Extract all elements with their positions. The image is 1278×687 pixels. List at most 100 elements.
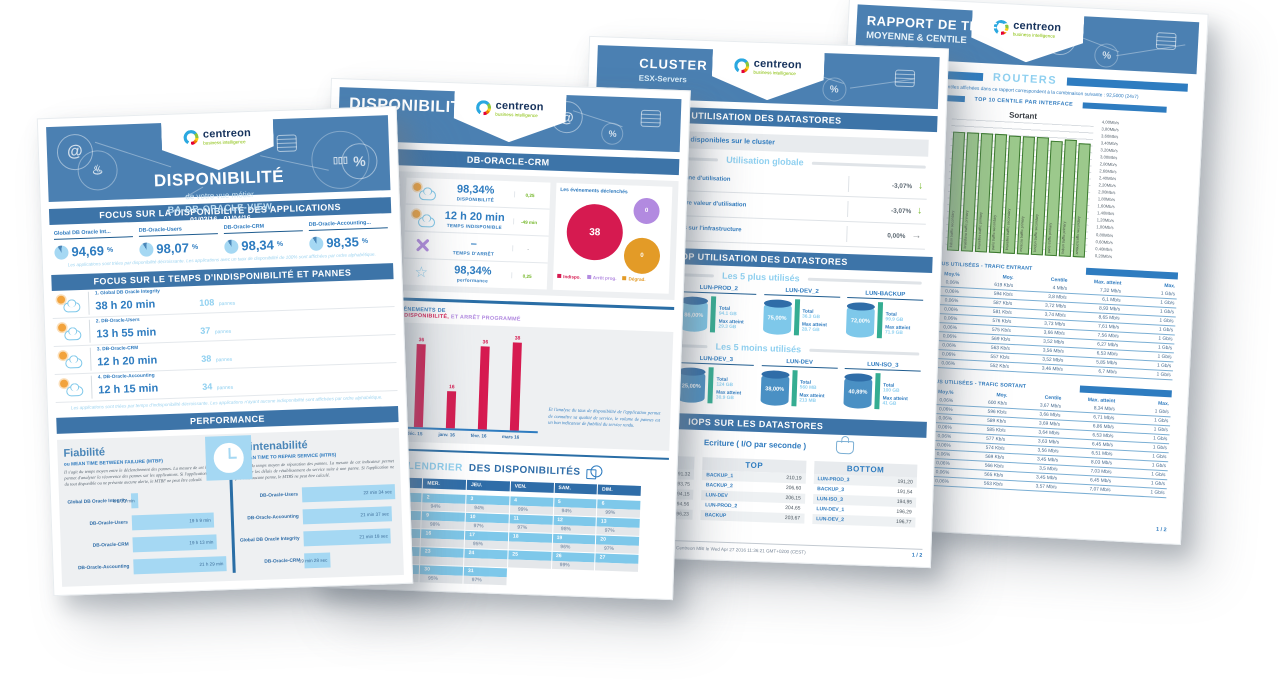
percent-icon: % bbox=[1094, 42, 1120, 69]
percent-sign: % bbox=[361, 238, 369, 246]
page-subtitle: ESX-Servers bbox=[638, 73, 687, 85]
traffic-bar-label: paris traffic primary bbox=[1046, 222, 1053, 253]
calendar-availability: 97% bbox=[596, 526, 640, 536]
downtime-duration: 13 h 55 min bbox=[96, 326, 157, 341]
calendar-cell: 31 97% bbox=[463, 566, 507, 586]
datastore-card: LUN-ISO_3 40,89% Total 100 GB Max attein… bbox=[843, 361, 921, 411]
max-value: 29.3 GB bbox=[718, 325, 737, 331]
app-name: Global DB Oracle Int... bbox=[53, 228, 133, 241]
percent-sign: % bbox=[106, 247, 114, 255]
performance-bar: 21 min 37 sec bbox=[302, 506, 393, 525]
server-icon bbox=[276, 134, 298, 153]
iops-datastore-name: BACKUP_3 bbox=[817, 486, 845, 494]
iops-value: 206,60 bbox=[785, 485, 802, 492]
performance-bar-label: DB-Oracle-Users bbox=[259, 492, 299, 499]
events-bar-fill bbox=[413, 344, 426, 427]
calendar-cell: 17 95% bbox=[464, 530, 509, 550]
calendar-cell: 9 98% bbox=[421, 511, 466, 530]
weather-icon bbox=[412, 182, 437, 201]
datastore-cylinder-icon: 86,00% bbox=[679, 299, 709, 333]
availability-pie-icon bbox=[54, 245, 69, 260]
datastore-card: LUN-PROD_2 86,00% Total 94.1 GB Max atte… bbox=[679, 284, 757, 334]
performance-bar-value: 22 min 34 sec bbox=[363, 489, 393, 496]
percent-icon: % bbox=[601, 122, 624, 146]
iops-value: 194,95 bbox=[896, 498, 913, 506]
y-axis-label: 0,80Mb/s bbox=[1095, 231, 1114, 238]
y-axis-label: 1,60Mb/s bbox=[1097, 203, 1115, 210]
calendar-availability bbox=[464, 557, 508, 568]
server-icon bbox=[640, 109, 662, 128]
avg-value: 563 Kb/s bbox=[983, 481, 1003, 488]
total-value: 36.3 GB bbox=[802, 314, 821, 321]
iops-value: 191,20 bbox=[897, 478, 913, 486]
calendar-clock-icon bbox=[586, 465, 603, 480]
total-value: 94.1 GB bbox=[718, 312, 737, 318]
calendar-availability: 94% bbox=[422, 502, 466, 512]
downtime-duration: 12 h 15 min bbox=[98, 382, 159, 397]
y-axis-label: 0,40Mb/s bbox=[1095, 245, 1113, 252]
events-bar-fill bbox=[477, 346, 490, 430]
max-reached: 7,07 Mb/s bbox=[1089, 486, 1111, 493]
app-name: DB-Oracle-Accounting... bbox=[308, 219, 388, 232]
percentile-value: 3,46 Mb/s bbox=[1041, 366, 1063, 373]
availability-value: 94,69 bbox=[71, 243, 105, 260]
performance-bar-value: 21 min 37 sec bbox=[360, 511, 390, 518]
downtime-bubble: 38 bbox=[565, 203, 624, 262]
calendar-availability: 97% bbox=[465, 521, 509, 532]
brand-tagline: business intelligence bbox=[203, 139, 246, 146]
datastore-name: LUN-BACKUP bbox=[847, 290, 924, 301]
centreon-logo-banner: centreon business intelligence bbox=[161, 118, 275, 172]
traffic-bar-label: london traffic secondary bbox=[1032, 213, 1039, 253]
performance-bar: 19 min 28 sec bbox=[299, 552, 331, 569]
performance-panel: Fiabilité ou MEAN TIME BETWEEN FAILURE (… bbox=[57, 428, 404, 587]
app-value-row: 98,35 % bbox=[309, 233, 388, 251]
weather-icon bbox=[411, 209, 436, 228]
performance-bar-value: 21 min 18 sec bbox=[359, 533, 389, 540]
y-axis-label: 3,60Mb/s bbox=[1101, 133, 1119, 140]
page-title: CLUSTER bbox=[639, 55, 708, 74]
app-availability-tile: DB-Oracle-Users 98,07 % bbox=[138, 225, 219, 257]
performance-bar: 19 h 13 min bbox=[132, 534, 217, 553]
events-bar: 38 bbox=[509, 334, 522, 431]
calendar-availability: 94% bbox=[553, 506, 597, 517]
datastore-card: LUN-DEV_2 75,00% Total 36.3 GB Max attei… bbox=[762, 287, 841, 337]
iops-top-table: TOP BACKUP_1 210,19 BACKUP_2 206,60 LUN-… bbox=[700, 457, 807, 524]
max-value: 28.7 GB bbox=[801, 327, 820, 334]
datastore-card: LUN-DEV_3 25,00% Total 124 GB Max attein… bbox=[676, 355, 755, 405]
iops-value: 206,15 bbox=[785, 495, 801, 502]
trend-arrow-icon: ↓ bbox=[917, 205, 923, 217]
calendar-cell: 13 97% bbox=[596, 517, 640, 536]
calendar-availability: 97% bbox=[595, 544, 639, 554]
availability-pie-icon bbox=[309, 236, 324, 251]
calendar-availability: 99% bbox=[551, 560, 595, 571]
events-bar-value: 36 bbox=[418, 337, 425, 344]
percent-sign: % bbox=[191, 244, 199, 252]
centreon-logo-icon bbox=[184, 130, 200, 146]
weather-icon bbox=[59, 379, 84, 397]
datastore-cylinder-icon: 72,00% bbox=[845, 305, 875, 338]
calendar-availability: 97% bbox=[509, 523, 553, 533]
calendar-availability: 98% bbox=[421, 520, 465, 530]
legend-swatch-indispo bbox=[557, 274, 562, 279]
y-axis-label: 1,80Mb/s bbox=[1097, 196, 1116, 203]
app-name: DB-Oracle-CRM bbox=[223, 222, 303, 235]
events-x-label: janv. 16 bbox=[438, 431, 455, 438]
failures-count: 37 bbox=[200, 325, 211, 337]
y-axis-label: 0,20Mb/s bbox=[1094, 252, 1113, 259]
usage-delta: -3,07% bbox=[891, 182, 913, 190]
events-bar-value: 16 bbox=[448, 384, 455, 391]
calendar-day-header: VEN. bbox=[510, 481, 554, 493]
iops-write-title: Ecriture ( I/O par seconde ) bbox=[703, 438, 807, 451]
failures-unit: pannes bbox=[215, 356, 233, 364]
calendar-cell: 2 94% bbox=[422, 493, 466, 512]
calendar-cell: 19 96% bbox=[552, 533, 596, 553]
calendar-cell: 30 95% bbox=[419, 565, 464, 584]
events-bar-fill bbox=[445, 391, 457, 429]
traffic-bar-label: bruxelles traffic primary bbox=[977, 211, 983, 250]
y-axis-label: 4,00Mb/s bbox=[1101, 119, 1120, 126]
brand-tagline: business intelligence bbox=[495, 111, 538, 119]
downtime-list: 1. Global DB Oracle Integrity 38 h 20 mi… bbox=[51, 279, 398, 404]
app-availability-tile: Global DB Oracle Int... 94,69 % bbox=[53, 228, 134, 260]
iops-datastore-name: LUN-PROD_2 bbox=[705, 502, 738, 510]
datastore-cylinder-icon: 75,00% bbox=[762, 302, 792, 336]
